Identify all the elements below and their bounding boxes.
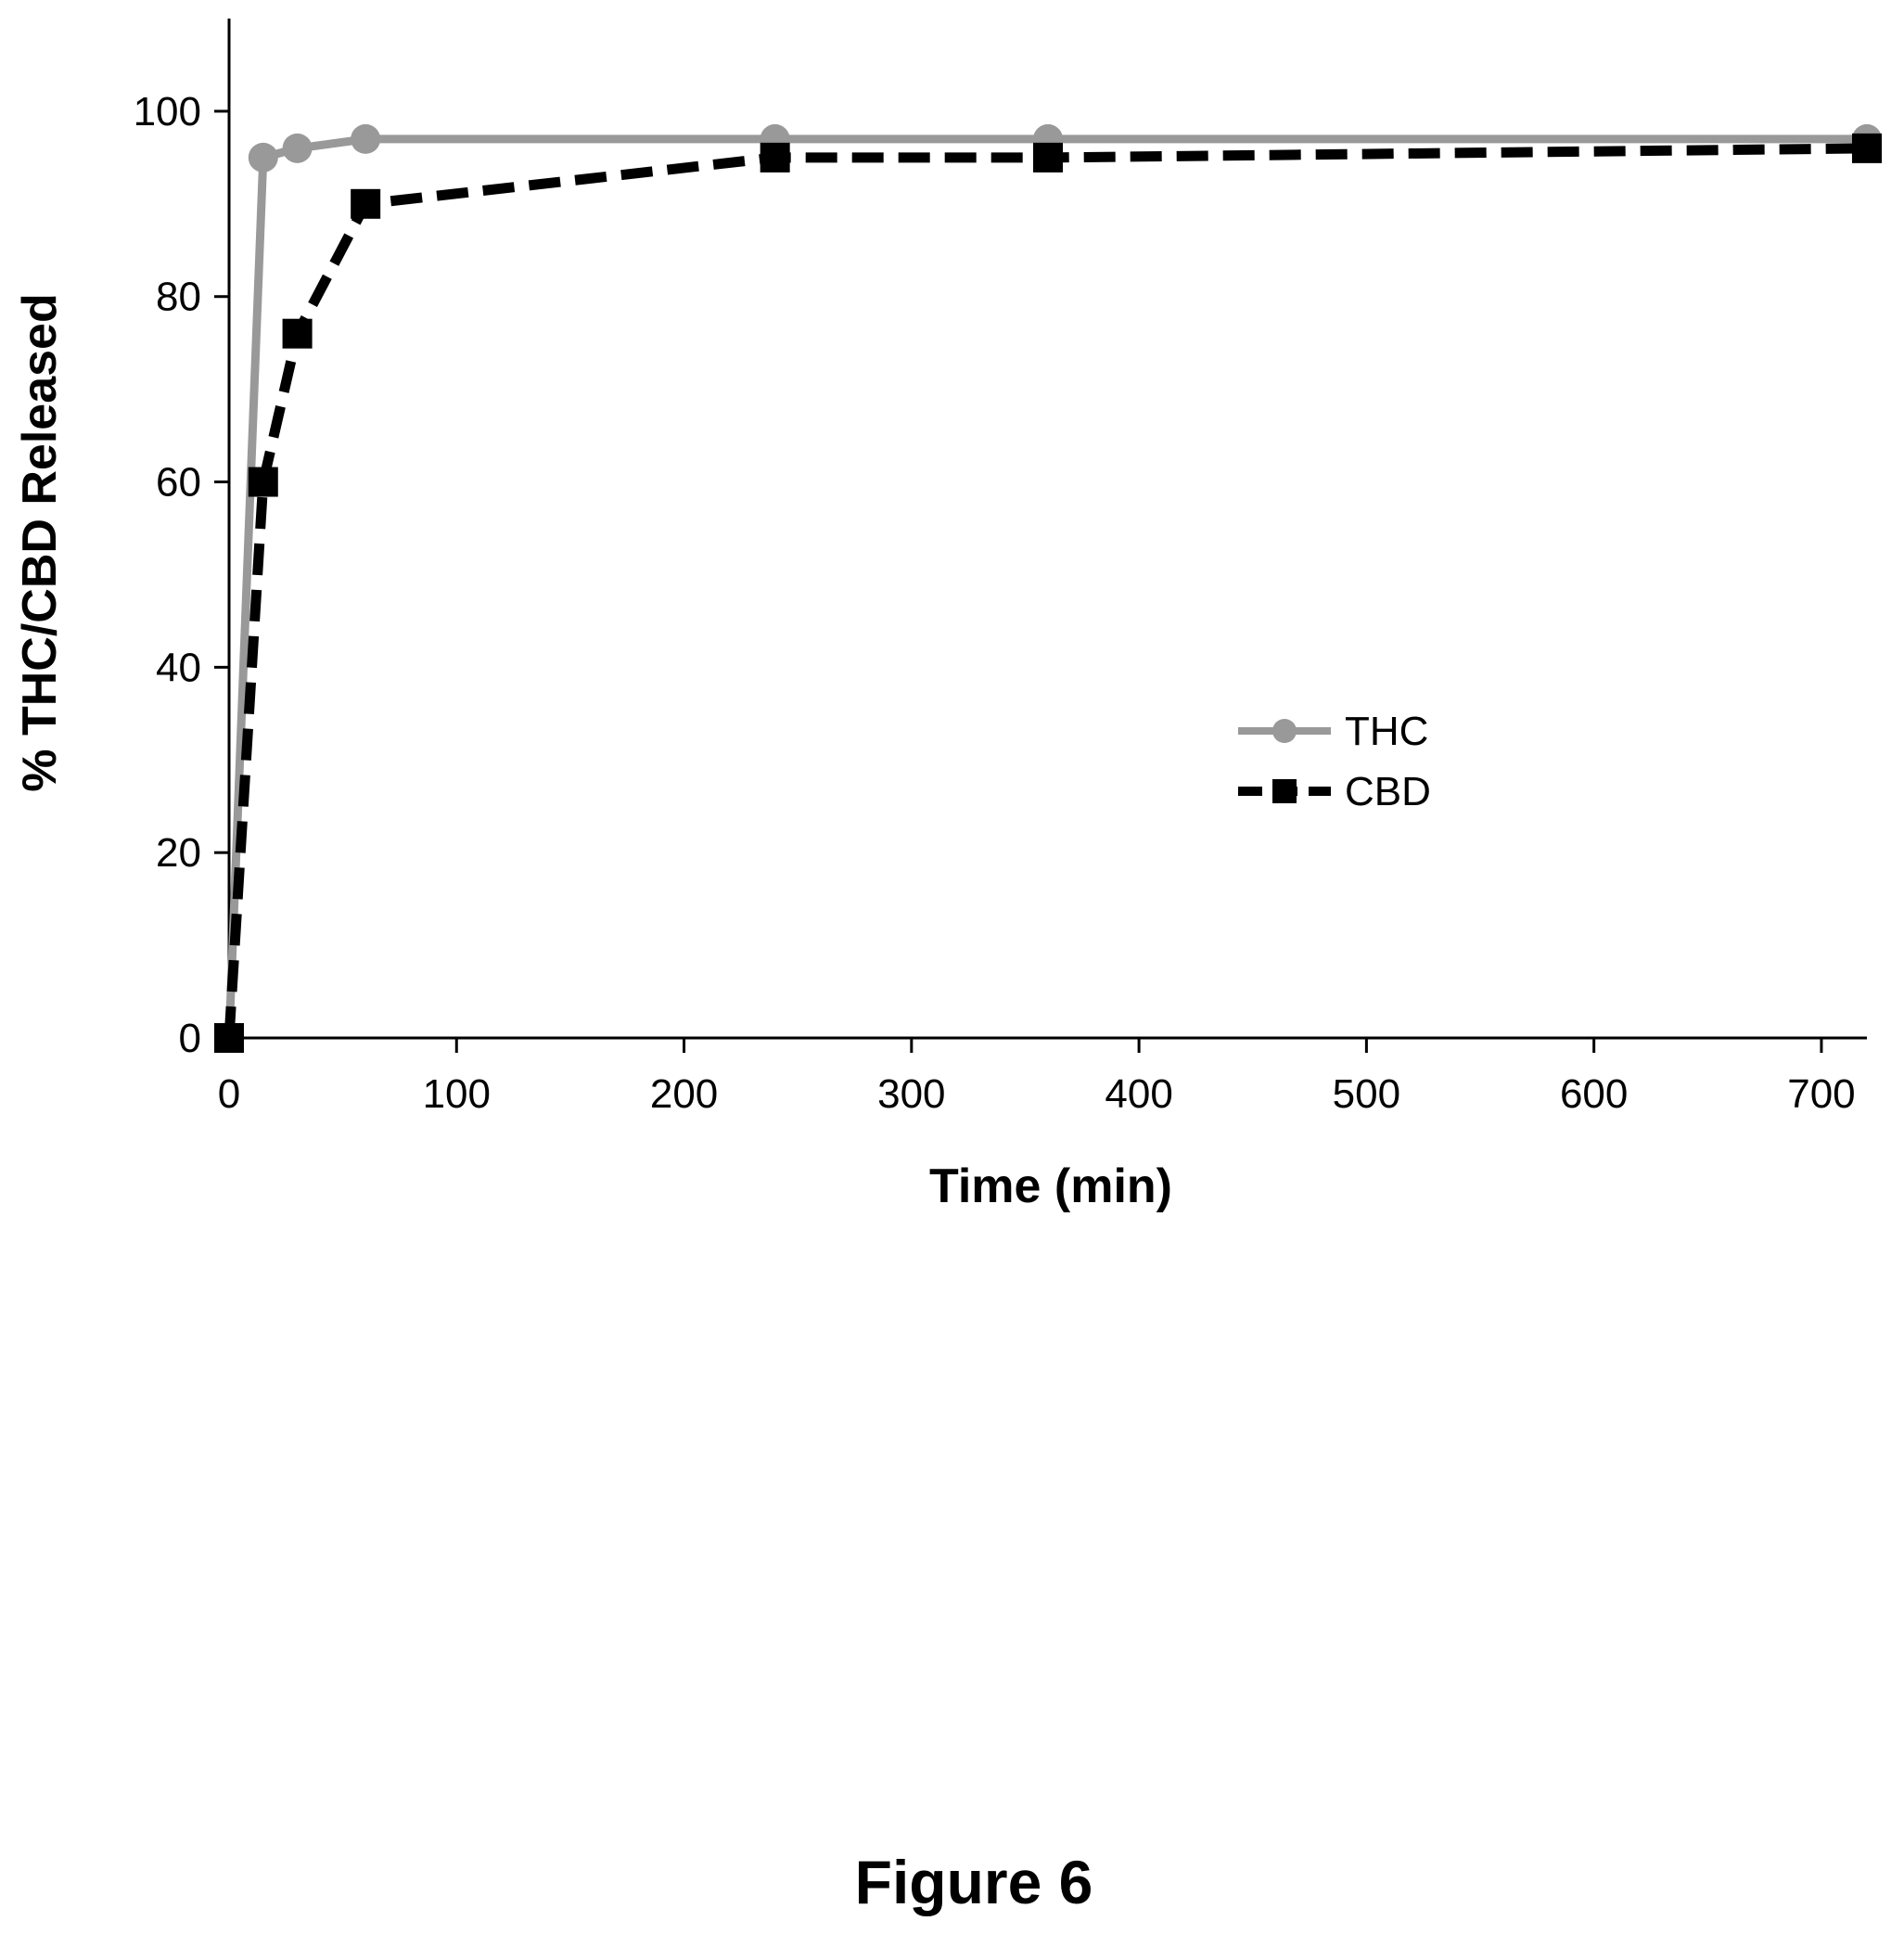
x-tick-label: 600 bbox=[1560, 1071, 1628, 1117]
x-tick-label: 700 bbox=[1787, 1071, 1855, 1117]
x-tick-label: 400 bbox=[1105, 1071, 1172, 1117]
cbd-point bbox=[1852, 133, 1882, 163]
plot-area: 0 100 200 300 400 500 600 700 0 20 40 60 80 100 bbox=[134, 19, 1867, 1117]
thc-series-line bbox=[224, 134, 1867, 1039]
legend-thc-label: THC bbox=[1345, 709, 1428, 754]
cbd-point bbox=[214, 1023, 244, 1053]
cbd-series-line bbox=[224, 143, 1868, 1039]
x-tick-label: 200 bbox=[650, 1071, 718, 1117]
x-tick-label: 300 bbox=[877, 1071, 945, 1117]
legend: THC CBD bbox=[1238, 709, 1431, 814]
cbd-point bbox=[760, 142, 790, 173]
thc-point bbox=[351, 123, 381, 154]
y-tick-label: 60 bbox=[156, 460, 201, 506]
y-tick-label: 80 bbox=[156, 275, 201, 320]
legend-thc-marker bbox=[1272, 719, 1297, 743]
series-layer bbox=[214, 123, 1882, 1053]
x-tick-label: 100 bbox=[423, 1071, 491, 1117]
x-tick-label: 500 bbox=[1333, 1071, 1400, 1117]
legend-cbd-label: CBD bbox=[1345, 769, 1431, 814]
figure-caption: Figure 6 bbox=[855, 1848, 1093, 1916]
cbd-point bbox=[248, 467, 278, 497]
legend-cbd-marker bbox=[1272, 779, 1297, 803]
thc-point bbox=[282, 133, 313, 163]
cbd-point bbox=[282, 318, 313, 349]
x-tick-label: 0 bbox=[218, 1071, 240, 1117]
y-tick-label: 40 bbox=[156, 645, 201, 690]
y-tick-label: 100 bbox=[134, 89, 201, 134]
x-axis-title: Time (min) bbox=[929, 1159, 1172, 1213]
cbd-point bbox=[1033, 142, 1063, 173]
y-tick-label: 20 bbox=[156, 830, 201, 876]
thc-point bbox=[248, 142, 278, 173]
cbd-point bbox=[351, 188, 381, 219]
y-tick-label: 0 bbox=[179, 1016, 201, 1061]
y-axis-title: % THC/CBD Released bbox=[13, 293, 67, 791]
